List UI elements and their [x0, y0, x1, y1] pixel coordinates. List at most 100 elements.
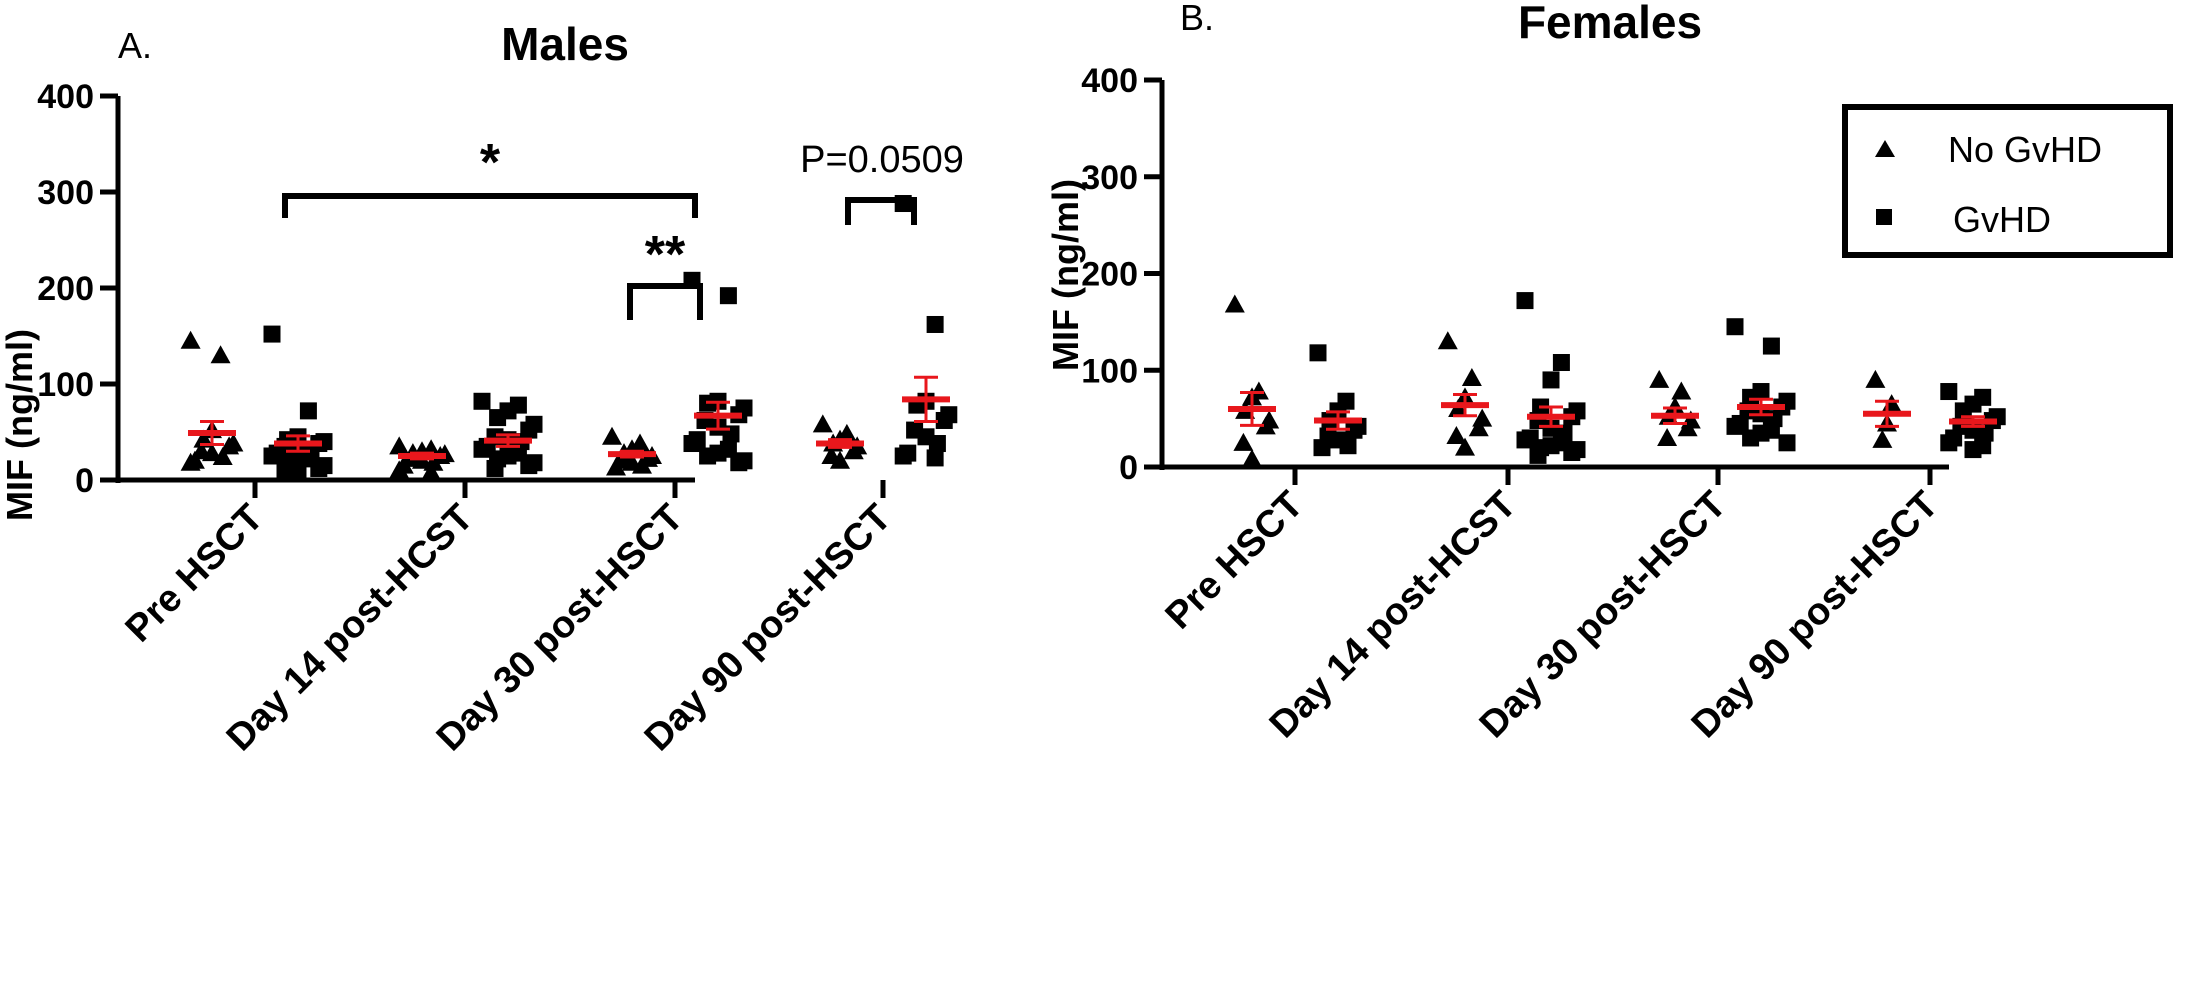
y-axis-males: 0 100 200 300 400 [37, 78, 121, 500]
data-point-triangle [843, 441, 864, 460]
bracket-star [282, 193, 698, 218]
data-point-square [699, 447, 717, 465]
data-point-square [473, 392, 491, 410]
y-tick-label: 300 [37, 174, 94, 212]
annotation-star: * [480, 134, 501, 192]
data-point-square [683, 435, 701, 453]
chart-title-males: Males [501, 18, 629, 70]
bracket-p-value [845, 197, 917, 225]
legend-no-gvhd: No GvHD [1948, 129, 2102, 170]
significance-annotations-males: * ** P=0.0509 [282, 134, 964, 320]
data-point-square [473, 440, 491, 458]
data-point-square [1313, 439, 1331, 457]
y-tick-label: 100 [37, 366, 94, 404]
data-point-square [1542, 371, 1560, 389]
data-point-triangle [180, 452, 201, 471]
legend-gvhd: GvHD [1953, 199, 2051, 240]
data-point-square [1940, 434, 1958, 452]
y-axis-females: 0 100 200 300 400 [1081, 62, 1165, 487]
data-point-triangle [423, 452, 444, 471]
data-point-triangle [606, 457, 626, 476]
panel-males: A. Males MIF (ng/ml) 0 100 200 300 400 Pre H… [0, 18, 964, 759]
data-point-square [1529, 446, 1547, 464]
data-point-square [935, 411, 953, 429]
data-point-triangle [1872, 429, 1893, 448]
data-point-triangle [1455, 437, 1475, 456]
data-point-triangle [180, 330, 201, 349]
data-point-triangle [1242, 449, 1262, 468]
data-point-triangle [1865, 369, 1886, 388]
data-point-square [1726, 318, 1744, 336]
data-point-triangle [602, 426, 622, 445]
data-point-square [719, 287, 737, 305]
data-point-square [1940, 383, 1958, 401]
data-point-square [299, 402, 317, 420]
panel-label-a: A. [118, 25, 152, 66]
data-point-square [310, 459, 328, 477]
panel-females: B. Females MIF (ng/ml) 0 100 200 300 400 Pre… [1045, 0, 2173, 746]
data-point-triangle [1461, 367, 1482, 386]
y-tick-label: 400 [1081, 62, 1138, 100]
data-point-triangle [389, 460, 410, 479]
data-point-square [1552, 354, 1570, 372]
annotation-double-star: ** [645, 226, 686, 284]
legend-box [1842, 104, 2173, 258]
data-point-square [263, 447, 281, 465]
data-point-triangle [421, 462, 442, 481]
data-point-square [1516, 292, 1534, 310]
data-point-square [1964, 441, 1982, 459]
data-point-triangle [1649, 369, 1670, 388]
y-tick-label: 0 [75, 462, 94, 500]
data-point-triangle [389, 436, 410, 455]
y-tick-label: 0 [1119, 449, 1138, 487]
data-point-square [263, 325, 281, 343]
data-point-triangle [1446, 426, 1467, 445]
data-point-square [1563, 443, 1581, 461]
x-tick-label: Pre HSCT [1158, 484, 1312, 638]
data-point-triangle [812, 414, 833, 433]
data-point-triangle [1881, 394, 1902, 413]
y-tick-label: 200 [37, 270, 94, 308]
data-point-square [486, 459, 504, 477]
y-tick-label: 200 [1081, 256, 1138, 294]
data-point-triangle [1472, 408, 1493, 427]
y-tick-label: 100 [1081, 352, 1138, 390]
data-point-triangle [202, 443, 222, 462]
data-point-square [1726, 417, 1744, 435]
data-point-triangle [1677, 418, 1698, 437]
data-point-square [730, 454, 748, 472]
y-tick-label: 300 [1081, 159, 1138, 197]
data-point-triangle [1224, 294, 1245, 313]
panel-label-b: B. [1180, 0, 1214, 38]
data-point-square [926, 449, 944, 467]
data-point-triangle [1233, 432, 1254, 451]
data-point-triangle [210, 345, 231, 364]
x-tick-label: Pre HSCT [118, 497, 272, 651]
data-point-triangle [1255, 416, 1276, 435]
legend-square-icon [1876, 209, 1892, 225]
data-point-square [276, 461, 294, 479]
data-point-square [289, 463, 307, 481]
data-point-triangle [830, 450, 850, 469]
data-point-square [928, 435, 946, 453]
data-point-square [1309, 344, 1327, 362]
data-point-square [926, 315, 944, 333]
data-point-square [1542, 419, 1560, 437]
data-point-triangle [212, 446, 233, 465]
y-axis-label-males: MIF (ng/ml) [0, 329, 40, 521]
data-point-square [1339, 437, 1357, 455]
data-points-females [1224, 292, 2006, 468]
data-point-triangle [1671, 381, 1692, 400]
data-point-square [1516, 431, 1534, 449]
data-point-square [1762, 337, 1780, 355]
legend: No GvHD GvHD [1842, 104, 2173, 258]
y-axis-label-females: MIF (ng/ml) [1045, 179, 1086, 371]
data-point-square [489, 409, 507, 427]
data-point-square [1954, 402, 1972, 420]
data-point-square [520, 457, 538, 475]
legend-triangle-icon [1875, 140, 1895, 157]
chart-title-females: Females [1518, 0, 1702, 48]
